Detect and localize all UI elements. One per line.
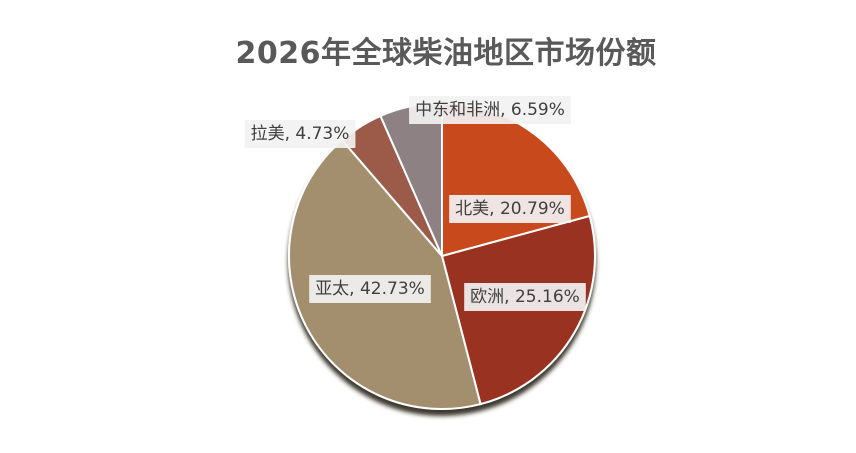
chart-title: 2026年全球柴油地区市场份额 — [235, 36, 657, 71]
data-label-box — [464, 283, 586, 311]
pie-slice-3 — [288, 138, 482, 410]
data-label-3: 亚太, 42.73% — [309, 275, 431, 303]
data-label-text: 北美, 20.79% — [455, 199, 565, 219]
data-label-box — [449, 195, 571, 223]
data-label-text: 亚太, 42.73% — [315, 279, 425, 299]
data-label-4: 拉美, 4.73% — [244, 120, 356, 148]
data-label-box — [409, 96, 571, 124]
data-label-text: 中东和非洲, 6.59% — [415, 100, 565, 120]
data-label-1: 北美, 20.79% — [449, 195, 571, 223]
data-label-text: 欧洲, 25.16% — [470, 287, 580, 307]
data-label-2: 欧洲, 25.16% — [464, 283, 586, 311]
data-label-5: 中东和非洲, 6.59% — [409, 96, 571, 124]
pie-slices — [288, 101, 596, 410]
data-label-text: 拉美, 4.73% — [251, 124, 350, 144]
data-labels: 北美, 20.79% 欧洲, 25.16% 亚太, 42.73% 拉美, 4.73% 中… — [244, 96, 586, 311]
data-label-box — [309, 275, 431, 303]
data-label-box — [244, 120, 356, 148]
